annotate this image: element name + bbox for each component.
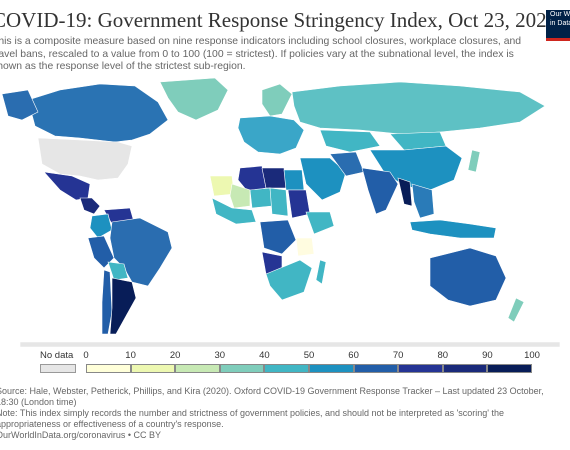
legend-tick-70: 70: [392, 350, 404, 361]
legend-swatch-90-100[interactable]: [487, 364, 532, 373]
region-kazakhstan[interactable]: [319, 129, 381, 153]
region-japan[interactable]: [467, 149, 481, 173]
region-libya[interactable]: [261, 167, 287, 189]
legend-swatch-40-50[interactable]: [264, 364, 309, 373]
legend-tick-60: 60: [348, 350, 359, 361]
legend-no-data-label: No data: [40, 350, 74, 361]
region-madagascar[interactable]: [315, 259, 327, 285]
region-chile[interactable]: [101, 269, 113, 335]
region-central-america[interactable]: [79, 197, 101, 215]
region-australia[interactable]: [429, 247, 507, 307]
region-alaska[interactable]: [1, 89, 39, 121]
region-myanmar[interactable]: [397, 177, 413, 207]
legend-tick-80: 80: [437, 350, 449, 361]
legend-swatch-20-30[interactable]: [175, 364, 220, 373]
legend-swatch-70-80[interactable]: [398, 364, 443, 373]
legend-swatch-60-70[interactable]: [353, 364, 399, 373]
legend-tick-50: 50: [303, 350, 315, 361]
region-egypt[interactable]: [283, 169, 305, 191]
region-southeast-asia[interactable]: [411, 183, 435, 219]
region-united-states[interactable]: [37, 137, 133, 181]
region-niger[interactable]: [249, 187, 273, 209]
region-horn-of-africa[interactable]: [305, 211, 335, 235]
legend-swatch-80-90[interactable]: [442, 364, 488, 373]
color-legend: No data 0 10 20 30 40 50 60 70 80 90 100: [0, 350, 570, 376]
region-dr-congo[interactable]: [259, 219, 297, 255]
region-west-africa[interactable]: [211, 197, 257, 225]
region-indonesia[interactable]: [409, 219, 497, 239]
legend-swatch-30-40[interactable]: [219, 364, 265, 373]
legend-tick-40: 40: [259, 350, 270, 361]
region-argentina[interactable]: [109, 277, 137, 335]
chart-subtitle: This is a composite measure based on nin…: [0, 36, 522, 73]
legend-swatch-10-20[interactable]: [130, 364, 176, 373]
logo-text-line1: Our World: [550, 11, 570, 18]
region-antarctica[interactable]: [19, 341, 561, 347]
legend-tick-100: 100: [524, 350, 540, 361]
legend-no-data-swatch[interactable]: [40, 364, 76, 373]
region-southern-africa[interactable]: [265, 259, 313, 301]
region-scandinavia[interactable]: [261, 83, 293, 117]
region-tanzania[interactable]: [295, 237, 315, 257]
owid-logo[interactable]: Our World in Data: [546, 10, 570, 41]
legend-tick-20: 20: [169, 350, 181, 361]
region-new-zealand[interactable]: [507, 297, 525, 323]
chart-footer: Source: Hale, Webster, Petherick, Philli…: [0, 386, 568, 441]
region-mali[interactable]: [229, 183, 251, 209]
region-greenland[interactable]: [159, 77, 229, 121]
region-russia[interactable]: [291, 81, 546, 135]
region-bolivia[interactable]: [107, 261, 129, 281]
logo-text-line2: in Data: [550, 20, 570, 27]
region-colombia[interactable]: [89, 213, 113, 239]
chart-title: COVID-19: Government Response Stringency…: [0, 8, 558, 32]
legend-swatch-0-10[interactable]: [86, 364, 131, 373]
region-canada[interactable]: [27, 83, 169, 143]
world-map: [1, 77, 561, 347]
legend-tick-0: 0: [83, 350, 89, 361]
link-text[interactable]: OurWorldInData.org/coronavirus • CC BY: [0, 430, 162, 440]
legend-tick-30: 30: [214, 350, 226, 361]
legend-tick-10: 10: [125, 350, 136, 361]
region-middle-east[interactable]: [299, 157, 347, 201]
region-chad[interactable]: [269, 187, 289, 217]
source-text: Source: Hale, Webster, Petherick, Philli…: [0, 386, 544, 407]
legend-tick-90: 90: [482, 350, 493, 361]
legend-swatch-50-60[interactable]: [309, 364, 354, 373]
note-text: Note: This index simply records the numb…: [0, 408, 505, 429]
region-india[interactable]: [361, 167, 399, 215]
region-europe[interactable]: [237, 115, 305, 155]
